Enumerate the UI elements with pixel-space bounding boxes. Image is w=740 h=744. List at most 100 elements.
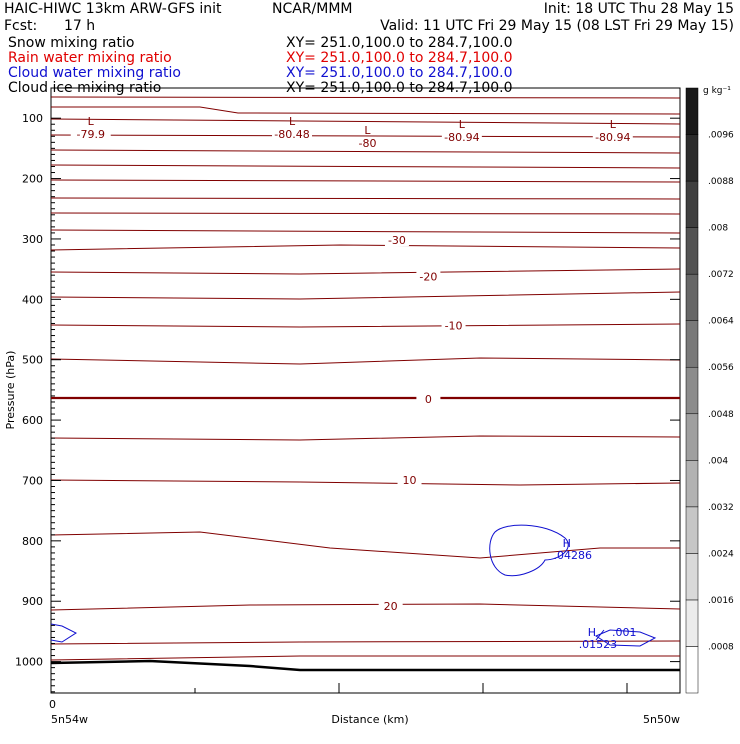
contour-label-bg <box>441 318 466 332</box>
contour-label: 20 <box>384 600 398 613</box>
contour-line <box>50 323 681 328</box>
cloud-contour <box>489 524 569 577</box>
valid-time: Valid: 11 UTC Fri 29 May 15 (08 LST Fri … <box>380 18 734 34</box>
field-xy-snow: XY= 251.0,100.0 to 284.7,100.0 <box>286 35 513 51</box>
contour-line <box>50 179 681 183</box>
colorbar-cell <box>685 180 699 228</box>
contour-line <box>50 244 681 251</box>
chart-title: HAIC-HIWC 13km ARW-GFS init <box>4 1 222 17</box>
minimum-value: -80.94 <box>444 131 479 144</box>
cloud-contour <box>50 623 78 643</box>
contour-line <box>50 603 681 611</box>
colorbar-cell <box>685 506 699 554</box>
contour-label-bg <box>397 472 422 486</box>
init-time: Init: 18 UTC Thu 28 May 15 <box>544 1 734 17</box>
plot-frame <box>50 87 681 694</box>
contour-line <box>51 106 681 115</box>
minimum-value: -80 <box>359 137 377 150</box>
colorbar-label: .004 <box>708 456 728 466</box>
contour-label: -10 <box>445 319 463 332</box>
field-name-snow: Snow mixing ratio <box>8 35 134 51</box>
minimum-marker: L <box>364 124 371 137</box>
field-xy-cloud-water: XY= 251.0,100.0 to 284.7,100.0 <box>286 65 513 81</box>
x-axis-label: Distance (km) <box>331 713 408 726</box>
colorbar-cell <box>685 413 699 461</box>
colorbar-cell <box>685 320 699 368</box>
contour-line <box>50 268 681 275</box>
colorbar-cell <box>685 227 699 275</box>
minimum-marker: L <box>289 115 296 128</box>
minimum-marker: L <box>459 118 466 131</box>
temperature-contours <box>50 96 681 661</box>
colorbar-label: .008 <box>708 224 728 234</box>
forecast-hours: 17 h <box>64 18 95 34</box>
contour-line <box>50 229 681 234</box>
contour-line <box>50 149 681 154</box>
colorbar-cell <box>685 87 699 135</box>
y-tick-label: 200 <box>22 173 43 186</box>
colorbar-label: .0008 <box>708 642 734 652</box>
colorbar-label: .0064 <box>708 317 734 327</box>
org-label: NCAR/MMM <box>272 1 353 17</box>
contour-label: -30 <box>388 234 406 247</box>
x-end-label: 5n50w <box>643 713 680 726</box>
x-axis <box>194 683 628 693</box>
y-tick-label: 1000 <box>15 656 43 669</box>
contour-label-bg <box>384 233 409 247</box>
y-tick-label: 800 <box>22 535 43 548</box>
colorbar-cell <box>685 646 699 694</box>
colorbar-cell <box>685 460 699 508</box>
x-start-label: 5n54w <box>51 713 88 726</box>
cloud-maximum-value: .01523 <box>579 638 618 651</box>
contour-line <box>50 212 681 215</box>
contour-line <box>50 479 681 486</box>
colorbar-cell <box>685 599 699 647</box>
field-xy-rain: XY= 251.0,100.0 to 284.7,100.0 <box>286 50 513 66</box>
cloud-label-leader <box>595 629 605 641</box>
minimum-value-bg <box>70 127 111 140</box>
contour-label: 10 <box>403 474 417 487</box>
colorbar-unit: g kg⁻¹ <box>703 86 731 96</box>
colorbar-label: .0096 <box>708 131 734 141</box>
contour-label: -20 <box>419 270 437 283</box>
contour-label: 0 <box>425 393 432 406</box>
colorbar-label: .0088 <box>708 177 734 187</box>
colorbar-label: .0016 <box>708 596 734 606</box>
contour-line <box>50 134 681 138</box>
cloud-maximum-value: .04286 <box>554 549 593 562</box>
colorbar-cell <box>685 366 699 415</box>
colorbar: .0008 .0016 .0024 .0032 .004 .0048 .0056 .0064.… <box>685 87 734 694</box>
y-tick-label: 500 <box>22 354 43 367</box>
y-tick-label: 400 <box>22 293 43 306</box>
minimum-value-bg <box>441 130 482 143</box>
contour-line <box>50 655 680 661</box>
contour-label-bg <box>416 269 441 283</box>
minimum-value: -80.94 <box>595 131 630 144</box>
contour-line <box>50 531 680 559</box>
cloud-contour-label: .001 <box>612 626 637 639</box>
colorbar-cell <box>685 273 699 321</box>
colorbar-label: .0024 <box>708 549 734 559</box>
y-tick-label: 600 <box>22 414 43 427</box>
colorbar-label: .0056 <box>708 363 734 373</box>
cloud-contour <box>594 629 657 647</box>
y-tick-label: 300 <box>22 233 43 246</box>
colorbar-cell <box>685 134 699 182</box>
minimum-value-bg <box>592 130 633 143</box>
contour-line <box>50 640 681 645</box>
cloud-maximum-marker: H <box>563 537 571 550</box>
colorbar-label: .0048 <box>708 410 734 420</box>
minimum-value-bg <box>347 137 388 150</box>
minimum-value-bg <box>272 127 313 140</box>
minimum-value: -79.9 <box>77 128 105 141</box>
minimum-value: -80.48 <box>274 128 309 141</box>
minimum-marker: L <box>88 115 95 128</box>
contour-line <box>50 197 681 200</box>
x-zero-label: 0 <box>49 698 56 711</box>
minimum-marker: L <box>610 118 617 131</box>
contour-line <box>50 118 681 125</box>
